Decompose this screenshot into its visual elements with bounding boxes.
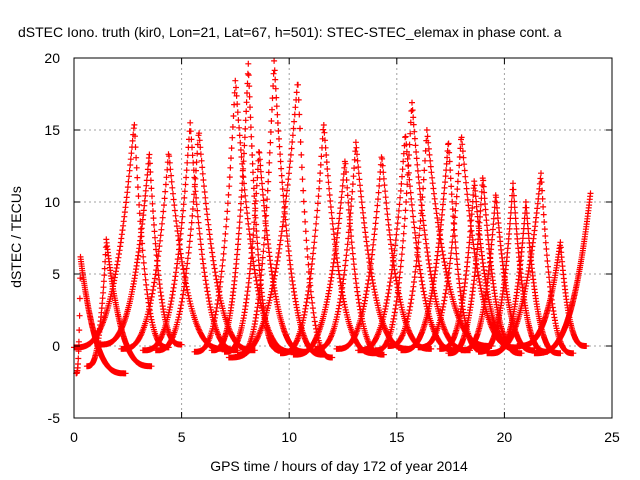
x-tick-label: 5 xyxy=(178,429,186,445)
data-arc xyxy=(221,149,310,355)
plot-frame xyxy=(73,57,613,419)
data-arc xyxy=(73,253,129,377)
y-axis-label: dSTEC / TECUs xyxy=(8,186,24,288)
x-tick-label: 20 xyxy=(497,429,513,445)
chart-title: dSTEC Iono. truth (kir0, Lon=21, Lat=67,… xyxy=(18,24,562,40)
y-tick-label: 10 xyxy=(44,194,60,210)
grid xyxy=(74,58,612,418)
data-arc xyxy=(458,192,538,354)
x-axis-label: GPS time / hours of day 172 of year 2014 xyxy=(210,458,468,474)
y-tick-label: -5 xyxy=(48,410,61,426)
tick-labels: 0 5 10 15 20 25 -5 0 5 10 15 20 xyxy=(44,50,620,445)
data-marks xyxy=(71,57,594,377)
data-arc xyxy=(290,158,387,358)
x-tick-label: 0 xyxy=(70,429,78,445)
x-tick-label: 25 xyxy=(604,429,620,445)
y-tick-label: 20 xyxy=(44,50,60,66)
x-tick-label: 15 xyxy=(389,429,405,445)
data-arc xyxy=(83,236,155,370)
data-arc xyxy=(139,119,241,354)
data-arc xyxy=(514,239,590,349)
y-tick-label: 0 xyxy=(52,338,60,354)
y-tick-label: 5 xyxy=(52,266,60,282)
x-tick-label: 10 xyxy=(281,429,297,445)
data-arc xyxy=(531,190,594,357)
y-tick-label: 15 xyxy=(44,122,60,138)
axis-ticks xyxy=(73,57,613,419)
data-arc xyxy=(484,170,577,357)
